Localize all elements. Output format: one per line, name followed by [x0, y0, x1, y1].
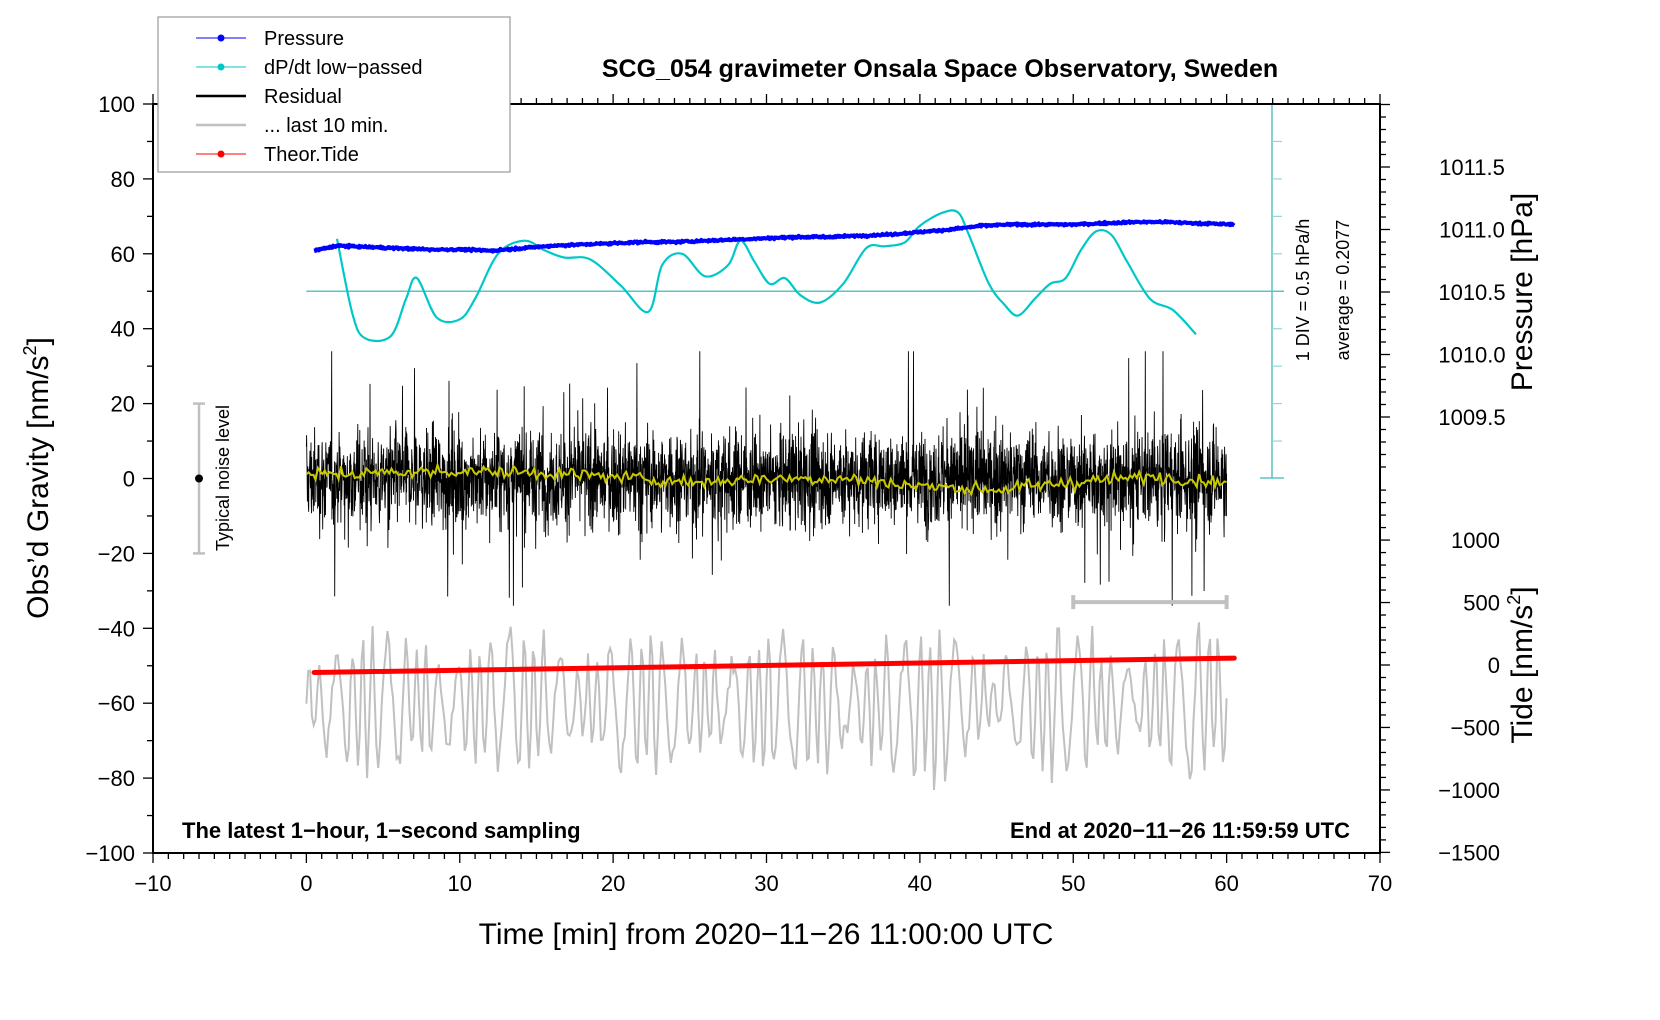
y-axis-title-tide-end: ]: [1506, 586, 1539, 594]
tide-tick-label: 0: [1488, 653, 1500, 678]
y-tick-label: 20: [111, 392, 135, 417]
annotation-div-scale: 1 DIV = 0.5 hPa/h: [1293, 219, 1313, 362]
tide-tick-label: 1000: [1451, 528, 1500, 553]
x-tick-label: 70: [1368, 871, 1392, 896]
y-tick-label: −40: [98, 616, 135, 641]
dpdt-line: [335, 209, 1197, 343]
y-axis-title-tide-sup: 2: [1504, 595, 1524, 605]
annotation-average: average = 0.2077: [1333, 220, 1353, 361]
y-tick-label: 100: [98, 92, 135, 117]
y-axis-title-left-end: ]: [22, 337, 55, 345]
annotation-noise-level: Typical noise level: [213, 405, 233, 551]
x-tick-label: 0: [300, 871, 312, 896]
legend-swatch-marker: [217, 34, 225, 42]
x-tick-label: 30: [754, 871, 778, 896]
x-tick-label: 10: [448, 871, 472, 896]
legend-label: dP/dt low−passed: [264, 57, 422, 79]
y-tick-label: 60: [111, 242, 135, 267]
y-axis-title-left-sup: 2: [20, 345, 40, 355]
residual-smoothed-line: [305, 461, 1227, 497]
y-tick-label: −20: [98, 541, 135, 566]
tide-tick-label: −500: [1450, 715, 1500, 740]
legend-box: [157, 16, 511, 173]
y-tick-label: 40: [111, 317, 135, 342]
tide-line: [311, 655, 1237, 675]
y-tick-label: −60: [98, 691, 135, 716]
x-tick-label: 50: [1061, 871, 1085, 896]
pressure-tick-label: 1010.0: [1438, 343, 1505, 368]
legend: Pressure dP/dt low−passed Residual ... last…: [157, 16, 511, 173]
pressure-tick-label: 1010.5: [1438, 280, 1505, 305]
y-axis-title-left: Obs’d Gravity [nm/s2]: [20, 337, 55, 619]
plot-frame: [152, 103, 1381, 854]
x-tick-label: 40: [908, 871, 932, 896]
annotation-sampling: The latest 1−hour, 1−second sampling: [182, 818, 581, 843]
y-tick-label: −100: [85, 841, 135, 866]
y-axis-title-left-main: Obs’d Gravity [nm/s: [22, 355, 55, 618]
legend-swatch-marker: [217, 150, 225, 158]
legend-swatch-marker: [217, 63, 225, 71]
noise-bar-center-dot: [195, 474, 204, 483]
y-axis-title-tide-main: Tide [nm/s: [1506, 605, 1539, 744]
annotation-end-time: End at 2020−11−26 11:59:59 UTC: [1010, 818, 1350, 843]
tide-tick-label: −1500: [1438, 840, 1500, 865]
tide-tick-label: −1000: [1438, 778, 1500, 803]
y-axis-title-pressure: Pressure [hPa]: [1506, 193, 1539, 391]
legend-label: ... last 10 min.: [264, 115, 389, 137]
legend-label: Pressure: [264, 28, 344, 50]
y-tick-label: 80: [111, 167, 135, 192]
y-tick-label: −80: [98, 766, 135, 791]
pressure-tick-label: 1011.0: [1439, 218, 1505, 243]
pressure-line: [312, 219, 1236, 254]
x-tick-label: 60: [1214, 871, 1238, 896]
x-tick-label: 20: [601, 871, 625, 896]
x-tick-label: −10: [134, 871, 171, 896]
tide-tick-label: 500: [1463, 591, 1500, 616]
y-axis-title-tide: Tide [nm/s2]: [1504, 586, 1539, 743]
y-tick-label: 0: [123, 467, 135, 492]
legend-label: Theor.Tide: [264, 144, 359, 166]
series-layer: [193, 103, 1284, 791]
last-10-min-line: [305, 622, 1228, 791]
ticks-layer: −10 0 10 20 30 40 50 60 70100806040200−20−40−60−…: [85, 92, 1505, 896]
pressure-tick-label: 1009.5: [1438, 405, 1505, 430]
pressure-tick-label: 1011.5: [1439, 155, 1505, 180]
chart-title: SCG_054 gravimeter Onsala Space Observat…: [602, 55, 1278, 83]
legend-label: Residual: [264, 86, 342, 108]
x-axis-title: Time [min] from 2020−11−26 11:00:00 UTC: [479, 918, 1054, 951]
